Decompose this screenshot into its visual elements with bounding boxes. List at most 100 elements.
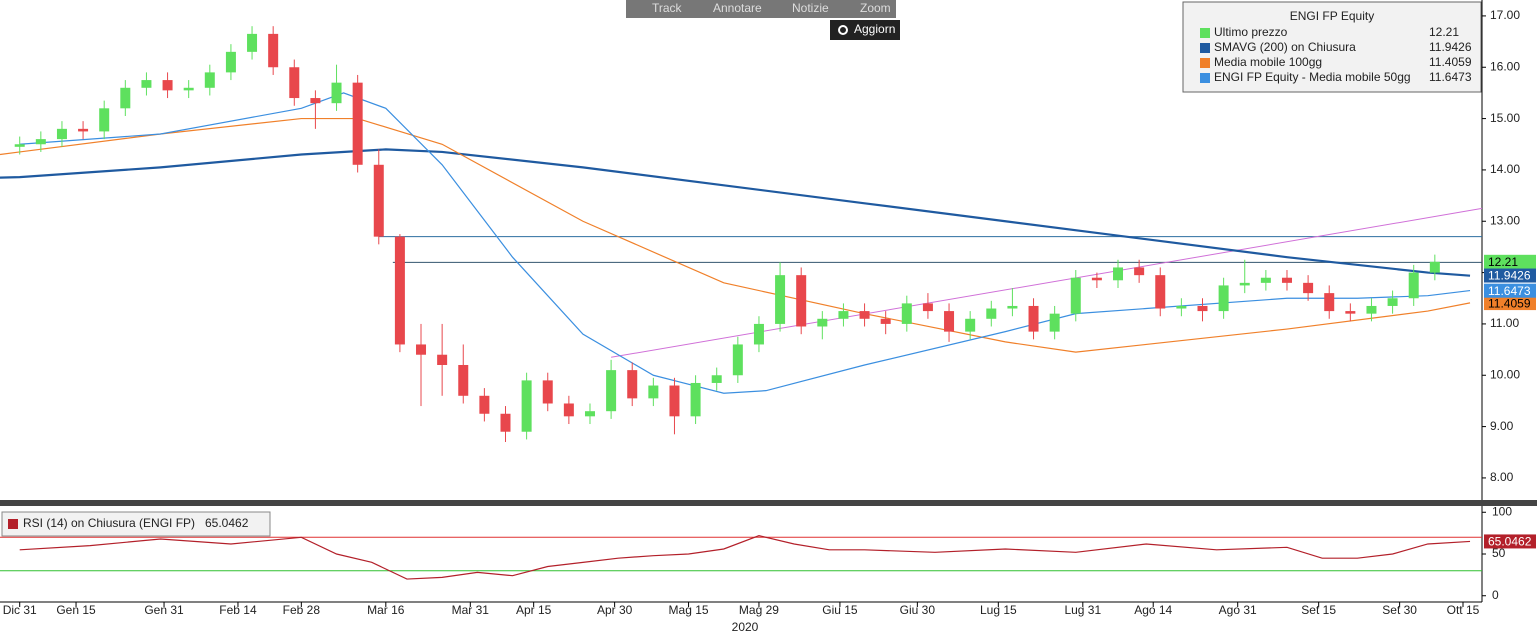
candle-body — [965, 318, 976, 332]
legend-swatch — [1200, 73, 1210, 83]
y-tick-label: 50 — [1492, 546, 1506, 560]
legend-swatch — [1200, 43, 1210, 53]
y-tick-label: 10.00 — [1490, 367, 1520, 381]
candle-body — [35, 139, 46, 145]
x-tick-label: Giu 30 — [900, 603, 936, 617]
x-tick-label: Dic 31 — [3, 603, 37, 617]
x-tick-label: Ago 31 — [1219, 603, 1257, 617]
refresh-bg[interactable] — [830, 20, 900, 40]
legend-value: 11.4059 — [1429, 55, 1472, 69]
candle-body — [775, 275, 786, 324]
moving-average — [0, 117, 1471, 353]
legend-title: ENGI FP Equity — [1290, 9, 1374, 23]
candle-body — [437, 354, 448, 365]
y-tick-label: 9.00 — [1490, 419, 1514, 433]
value-tag-label: 65.0462 — [1488, 535, 1532, 549]
candle-body — [1387, 298, 1398, 306]
value-tag — [1484, 254, 1536, 269]
candle-body — [78, 128, 89, 132]
candle-body — [204, 72, 215, 88]
candle-body — [56, 128, 67, 140]
candle-body — [1070, 277, 1081, 314]
candle-body — [711, 375, 722, 383]
toolbar-button[interactable]: Zoom — [860, 1, 891, 15]
candle-body — [732, 344, 743, 376]
candle-body — [1049, 313, 1060, 332]
toolbar-button[interactable]: Track — [652, 1, 683, 15]
candle-body — [247, 33, 258, 52]
candle-body — [1155, 275, 1166, 309]
y-tick-label: 17.00 — [1490, 8, 1520, 22]
y-tick-label: 15.00 — [1490, 111, 1520, 125]
candle-body — [901, 303, 912, 324]
candle-body — [838, 311, 849, 319]
x-tick-label: Giu 15 — [822, 603, 858, 617]
legend-label: SMAVG (200) on Chiusura — [1214, 40, 1356, 54]
value-tag-label: 11.9426 — [1488, 269, 1531, 283]
candle-body — [1218, 285, 1229, 312]
legend-label: ENGI FP Equity - Media mobile 50gg — [1214, 70, 1411, 84]
value-tag-label: 12.21 — [1488, 255, 1518, 269]
candle-body — [416, 344, 427, 355]
candle-body — [1303, 282, 1314, 294]
candle-body — [1134, 267, 1145, 276]
y-tick-label: 0 — [1492, 588, 1499, 602]
candle-body — [268, 33, 279, 68]
x-tick-label: Mar 31 — [452, 603, 490, 617]
candle-body — [289, 67, 300, 99]
candle-body — [183, 87, 194, 91]
candle-body — [1239, 282, 1250, 286]
x-tick-label: Gen 31 — [144, 603, 184, 617]
candle-body — [1345, 311, 1356, 314]
y-tick-label: 100 — [1492, 504, 1512, 518]
y-tick-label: 11.00 — [1490, 316, 1519, 330]
x-tick-label: Feb 14 — [219, 603, 257, 617]
x-tick-label: Mag 29 — [739, 603, 779, 617]
value-tag — [1484, 296, 1536, 311]
legend-value: 11.6473 — [1429, 70, 1472, 84]
legend-box — [1182, 1, 1482, 93]
rsi-legend-value: 65.0462 — [205, 516, 249, 530]
value-tag — [1484, 268, 1536, 283]
x-tick-label: Gen 15 — [56, 603, 96, 617]
candle-body — [922, 303, 933, 312]
candle-body — [627, 370, 638, 399]
candle-body — [1366, 305, 1377, 314]
candle-body — [500, 413, 511, 432]
x-tick-label: Ott 15 — [1447, 603, 1480, 617]
candle-body — [859, 311, 870, 319]
legend-swatch — [1200, 58, 1210, 68]
value-tag — [1484, 534, 1536, 549]
candle-body — [331, 82, 342, 104]
candle-body — [1429, 261, 1440, 273]
candle-body — [225, 51, 236, 73]
toolbar: Track Annotare Notizie Zoom Aggiorn — [626, 0, 900, 40]
candle-body — [99, 108, 110, 132]
candle-body — [880, 318, 891, 324]
x-tick-label: Set 15 — [1301, 603, 1336, 617]
candle-body — [606, 370, 617, 412]
candle-body — [542, 380, 553, 404]
refresh-button[interactable]: Aggiorn — [854, 22, 895, 36]
axis-area — [1482, 0, 1537, 636]
candle-body — [352, 82, 363, 165]
toolbar-bg — [626, 0, 896, 18]
toolbar-button[interactable]: Notizie — [792, 1, 829, 15]
candle-body — [986, 308, 997, 319]
candle-body — [1281, 277, 1292, 283]
x-tick-label: Lug 15 — [980, 603, 1017, 617]
candle-body — [1113, 267, 1124, 281]
candle-body — [1028, 305, 1039, 332]
toolbar-button[interactable]: Annotare — [713, 1, 762, 15]
candle-body — [648, 385, 659, 399]
candle-body — [944, 311, 955, 332]
legend-swatch — [1200, 28, 1210, 38]
candle-body — [1176, 305, 1187, 309]
candle-body — [1197, 305, 1208, 312]
x-axis-label: 2020 — [732, 620, 759, 634]
candle-body — [563, 403, 574, 417]
x-tick-label: Ago 14 — [1134, 603, 1172, 617]
candle-body — [394, 236, 405, 345]
